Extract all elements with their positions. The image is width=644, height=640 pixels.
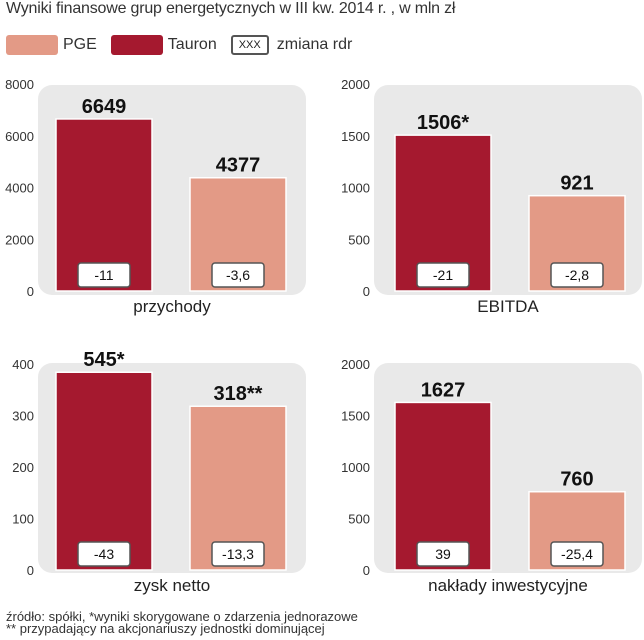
x-axis-label-przychody: przychody bbox=[133, 297, 211, 316]
change-label-pge: -3,6 bbox=[226, 267, 250, 283]
legend-change-box: XXX bbox=[230, 35, 269, 55]
data-label-tauron: 545* bbox=[83, 349, 124, 371]
y-tick-label: 6000 bbox=[5, 129, 34, 144]
y-tick-label: 2000 bbox=[5, 232, 34, 247]
change-label-tauron: -11 bbox=[94, 267, 113, 283]
change-label-pge: -2,8 bbox=[565, 267, 589, 283]
y-tick-label: 1000 bbox=[341, 181, 370, 196]
legend-item-change: XXX zmiana rdr bbox=[230, 35, 353, 55]
y-tick-label: 100 bbox=[12, 512, 34, 527]
change-box-tauron bbox=[77, 541, 131, 567]
x-axis-label-ebitda: EBITDA bbox=[477, 297, 539, 316]
y-tick-label: 1500 bbox=[341, 409, 370, 424]
y-tick-label: 0 bbox=[27, 284, 34, 299]
change-box-pge bbox=[550, 262, 604, 288]
y-tick-label: 2000 bbox=[341, 357, 370, 372]
data-label-pge: 4377 bbox=[216, 155, 261, 177]
y-tick-label: 2000 bbox=[341, 77, 370, 92]
y-tick-label: 1000 bbox=[341, 460, 370, 475]
legend: PGE Tauron XXX zmiana rdr bbox=[6, 34, 366, 56]
change-label-pge: -13,3 bbox=[222, 546, 254, 562]
y-tick-label: 1500 bbox=[341, 129, 370, 144]
y-tick-label: 4000 bbox=[5, 181, 34, 196]
legend-change-label: zmiana rdr bbox=[276, 36, 353, 53]
legend-label-pge: PGE bbox=[63, 36, 97, 53]
change-box-tauron bbox=[416, 541, 470, 567]
y-tick-label: 300 bbox=[12, 409, 34, 424]
y-tick-label: 400 bbox=[12, 357, 34, 372]
legend-item-tauron: Tauron bbox=[110, 35, 217, 55]
data-label-tauron: 1506* bbox=[417, 112, 469, 134]
change-label-pge: -25,4 bbox=[561, 546, 593, 562]
data-label-pge: 921 bbox=[560, 173, 593, 195]
data-label-tauron: 1627 bbox=[421, 379, 466, 401]
change-box-pge bbox=[550, 541, 604, 567]
y-tick-label: 0 bbox=[363, 563, 370, 578]
change-label-tauron: -43 bbox=[94, 546, 114, 562]
data-label-tauron: 6649 bbox=[82, 96, 127, 118]
chart-title: Wyniki finansowe grup energetycznych w I… bbox=[6, 0, 456, 17]
bar-tauron bbox=[55, 371, 153, 571]
x-axis-label-naklady: nakłady inwestycyjne bbox=[428, 576, 588, 595]
data-label-pge: 760 bbox=[560, 469, 593, 491]
y-tick-label: 500 bbox=[348, 512, 370, 527]
change-label-tauron: -21 bbox=[433, 267, 453, 283]
x-axis-label-zysk-netto: zysk netto bbox=[134, 576, 211, 595]
legend-swatch-tauron bbox=[110, 35, 163, 55]
change-box-pge bbox=[211, 541, 265, 567]
change-box-pge bbox=[211, 262, 265, 288]
footnote-minority: ** przypadający na akcjonariuszy jednost… bbox=[6, 621, 325, 636]
change-box-tauron bbox=[416, 262, 470, 288]
change-box-tauron bbox=[77, 262, 131, 288]
y-tick-label: 0 bbox=[363, 284, 370, 299]
data-label-pge: 318** bbox=[214, 383, 263, 405]
footnote-source: źródło: spółki, *wyniki skorygowane o zd… bbox=[6, 609, 358, 624]
y-tick-label: 500 bbox=[348, 232, 370, 247]
change-label-tauron: 39 bbox=[435, 546, 451, 562]
legend-label-tauron: Tauron bbox=[167, 36, 217, 53]
legend-item-pge: PGE bbox=[6, 35, 97, 55]
legend-swatch-pge bbox=[6, 35, 58, 55]
y-tick-label: 200 bbox=[12, 460, 34, 475]
y-tick-label: 0 bbox=[27, 563, 34, 578]
y-tick-label: 8000 bbox=[5, 77, 34, 92]
